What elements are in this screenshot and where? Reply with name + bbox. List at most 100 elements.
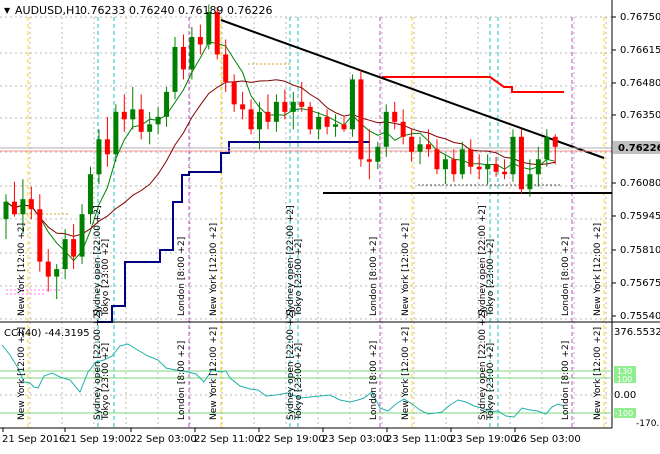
bear-candle: [366, 159, 372, 162]
time-label: 22 Sep 03:00: [130, 434, 197, 445]
session-label: New York [12:00 +2]: [593, 223, 603, 316]
time-label: 23 Sep 03:00: [322, 434, 389, 445]
bear-candle: [451, 159, 457, 175]
price-label: 0.75675: [620, 278, 660, 289]
session-label: New York [12:00 +2]: [209, 327, 219, 420]
bull-candle: [79, 214, 85, 257]
bear-candle: [45, 261, 51, 277]
session-label: New York [12:00 +2]: [593, 327, 603, 420]
cci-tag-130: 130: [617, 367, 632, 376]
bear-candle: [409, 136, 415, 152]
bear-candle: [248, 109, 254, 130]
price-axis: 0.76750 0.76615 0.76480 0.76350 0.76080 0.759…: [612, 12, 660, 322]
bear-candle: [104, 139, 110, 155]
ma-maroon-line: [5, 79, 556, 237]
symbol-timeframe: AUDUSD,H1: [15, 4, 81, 17]
session-label: Tokyo [23:00 +2]: [294, 343, 304, 421]
bull-candle: [88, 174, 93, 215]
bear-candle: [400, 121, 406, 137]
session-label: New York [12:00 +2]: [209, 223, 219, 316]
bull-candle: [62, 239, 68, 270]
drawn-objects: [0, 19, 612, 323]
time-label: 23 Sep 19:00: [450, 434, 517, 445]
time-label: 21 Sep 2016: [2, 434, 65, 445]
session-label: Sydney open [22:00 +2]: [93, 205, 103, 316]
session-label: Tokyo [23:00 +2]: [101, 343, 111, 421]
current-price-label: 0.76226: [618, 143, 660, 154]
cci-axis-label: 376.5532: [614, 327, 660, 338]
bear-candle: [223, 54, 229, 82]
bear-candle: [180, 46, 186, 70]
session-labels: New York [12:00 +2] New York [12:00 +2] Sy…: [17, 205, 603, 421]
red-resistance-line: [382, 76, 564, 93]
bear-candle: [518, 136, 524, 190]
price-label: 0.76750: [620, 12, 660, 23]
descending-trendline[interactable]: [220, 19, 605, 159]
session-label: Tokyo [23:00 +2]: [486, 343, 496, 421]
time-label: 21 Sep 19:00: [64, 434, 131, 445]
bull-candle: [20, 199, 26, 215]
bull-candle: [383, 111, 389, 147]
session-label: London [8:00 +2]: [369, 237, 379, 316]
bull-candle: [544, 136, 550, 160]
bear-candle: [138, 109, 144, 132]
bull-candle: [147, 124, 153, 132]
price-label: 0.76350: [620, 110, 660, 121]
time-label: 22 Sep 11:00: [194, 434, 261, 445]
bear-candle: [392, 111, 398, 122]
cci-tag-minus100: -100: [615, 409, 633, 418]
bear-candle: [299, 101, 305, 107]
bear-candle: [493, 164, 499, 172]
bull-candle: [459, 149, 465, 175]
cci-axis-label: -170.1236: [636, 419, 660, 429]
bull-candle: [316, 116, 322, 130]
bull-candle: [130, 109, 136, 120]
bear-candle: [358, 79, 364, 160]
session-label: London [8:00 +2]: [561, 341, 571, 420]
bear-candle: [307, 106, 313, 130]
cci-header: CCI(40) -44.3195: [4, 328, 90, 339]
bear-candle: [468, 149, 474, 167]
session-label: London [8:00 +2]: [369, 341, 379, 420]
ohlc-values: 0.76233 0.76240 0.76189 0.76226: [80, 4, 272, 17]
bear-candle: [37, 209, 43, 262]
session-label: London [8:00 +2]: [177, 237, 187, 316]
bear-candle: [265, 111, 271, 122]
bear-candle: [282, 101, 288, 112]
bull-candle: [485, 164, 491, 170]
time-label: 22 Sep 19:00: [258, 434, 325, 445]
bull-candle: [535, 159, 541, 175]
price-label: 0.75810: [620, 245, 660, 256]
bear-candle: [502, 171, 508, 175]
session-label: Sydney open [22:00 +2]: [93, 309, 103, 420]
bull-candle: [375, 146, 381, 162]
bull-candle: [172, 46, 178, 92]
price-grid: [0, 16, 612, 428]
price-label: 0.76480: [620, 78, 660, 89]
header-menu-glyph[interactable]: ▼: [4, 6, 11, 15]
bear-candle: [71, 239, 77, 257]
bull-candle: [257, 111, 262, 130]
bear-candle: [240, 104, 246, 110]
cci-line: [1, 343, 565, 418]
session-label: Sydney open [22:00 +2]: [286, 205, 296, 316]
bear-candle: [552, 136, 558, 147]
session-label: London [8:00 +2]: [177, 341, 187, 420]
bull-candle: [510, 136, 516, 175]
session-label: New York [12:00 +2]: [17, 223, 27, 316]
cci-panel: CCI(40) -44.3195 376.5532 0.00 -170.1236 1…: [0, 327, 660, 429]
bear-candle: [11, 201, 17, 215]
bull-candle: [189, 36, 195, 70]
price-label: 0.75540: [620, 311, 660, 322]
bear-candle: [121, 111, 127, 120]
bear-candle: [434, 149, 440, 170]
price-label: 0.75945: [620, 211, 660, 222]
bear-candle: [197, 36, 203, 45]
bear-candle: [324, 116, 330, 127]
bull-candle: [442, 159, 448, 170]
bull-candle: [113, 111, 119, 155]
bear-candle: [341, 124, 347, 130]
session-label: New York [12:00 +2]: [17, 327, 27, 420]
